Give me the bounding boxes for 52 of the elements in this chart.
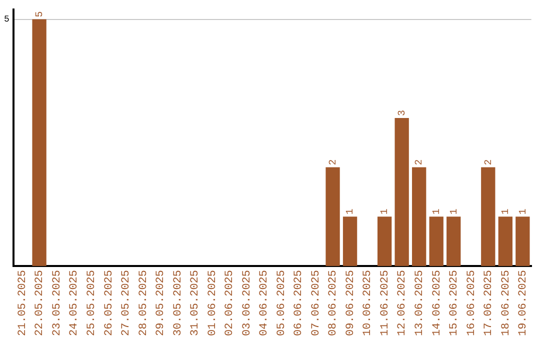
x-tick-label: 06.06.2025	[293, 270, 306, 336]
x-tick-label: 26.05.2025	[103, 270, 116, 336]
data-label: 1	[518, 208, 530, 215]
bar	[326, 167, 340, 266]
x-tick-label: 14.06.2025	[431, 270, 444, 336]
x-tick-label: 30.05.2025	[172, 270, 184, 336]
bar	[412, 167, 426, 266]
bar	[394, 118, 409, 266]
x-tick-label: 21.05.2025	[16, 270, 29, 336]
data-label: 3	[397, 110, 408, 116]
x-tick-label: 24.05.2025	[68, 270, 81, 336]
x-tick-label: 17.06.2025	[483, 270, 496, 336]
data-label: 1	[501, 208, 512, 215]
bar	[498, 216, 512, 266]
x-tick-label: 25.05.2025	[86, 270, 98, 336]
x-tick-label: 03.06.2025	[241, 270, 254, 336]
x-tick-label: 05.06.2025	[276, 270, 288, 336]
x-tick-label: 11.06.2025	[379, 270, 392, 336]
x-tick-label: 28.05.2025	[138, 270, 150, 336]
bar	[516, 216, 530, 266]
x-tick-label: 02.06.2025	[224, 270, 236, 336]
bar	[342, 216, 358, 266]
data-label: 2	[328, 159, 340, 166]
bar	[377, 216, 392, 266]
x-tick-label: 13.06.2025	[414, 270, 426, 336]
x-tick-label: 10.06.2025	[362, 270, 374, 336]
bar	[429, 216, 444, 266]
data-label: 1	[432, 208, 443, 215]
x-tick-label: 31.05.2025	[190, 270, 202, 336]
x-tick-label: 15.06.2025	[448, 270, 461, 336]
data-label: 2	[414, 159, 426, 166]
x-tick-label: 04.06.2025	[258, 270, 271, 336]
data-label: 2	[484, 159, 495, 166]
x-tick-label: 19.06.2025	[518, 270, 530, 336]
bar	[32, 19, 46, 266]
x-tick-label: 23.05.2025	[51, 270, 64, 336]
data-label: 1	[346, 208, 357, 215]
x-tick-label: 01.06.2025	[206, 270, 219, 336]
x-tick-label: 27.05.2025	[120, 270, 133, 336]
data-label: 5	[34, 11, 46, 18]
x-tick-label: 16.06.2025	[466, 270, 478, 336]
data-label: 1	[449, 208, 460, 215]
x-tick-label: 22.05.2025	[34, 270, 46, 336]
x-tick-label: 09.06.2025	[344, 270, 357, 336]
x-tick-label: 08.06.2025	[328, 270, 340, 336]
bar	[446, 216, 461, 266]
x-tick-label: 07.06.2025	[310, 270, 322, 336]
data-label: 1	[380, 208, 392, 215]
x-tick-label: 29.05.2025	[155, 270, 168, 336]
x-tick-label: 18.06.2025	[500, 270, 512, 336]
bar	[481, 167, 496, 266]
x-tick-label: 12.06.2025	[396, 270, 409, 336]
